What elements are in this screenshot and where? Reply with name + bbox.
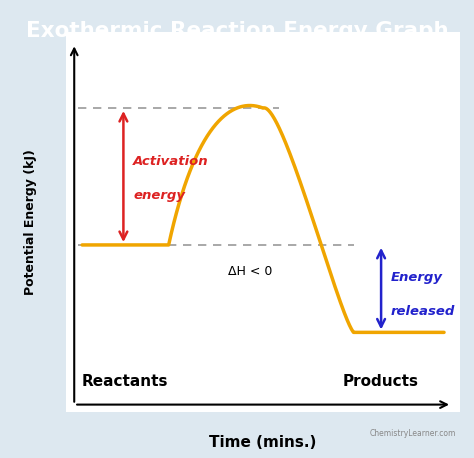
Text: released: released (391, 305, 456, 318)
Text: Exothermic Reaction Energy Graph: Exothermic Reaction Energy Graph (26, 21, 448, 41)
Text: Products: Products (343, 374, 419, 389)
Text: ΔH < 0: ΔH < 0 (228, 265, 272, 278)
Text: Potential Energy (kJ): Potential Energy (kJ) (25, 149, 37, 295)
Text: Time (mins.): Time (mins.) (210, 435, 317, 450)
Text: Energy: Energy (391, 271, 443, 284)
Text: ChemistryLearner.com: ChemistryLearner.com (369, 429, 456, 437)
Text: Reactants: Reactants (82, 374, 169, 389)
Text: Activation: Activation (133, 155, 209, 168)
Text: energy: energy (133, 189, 185, 202)
